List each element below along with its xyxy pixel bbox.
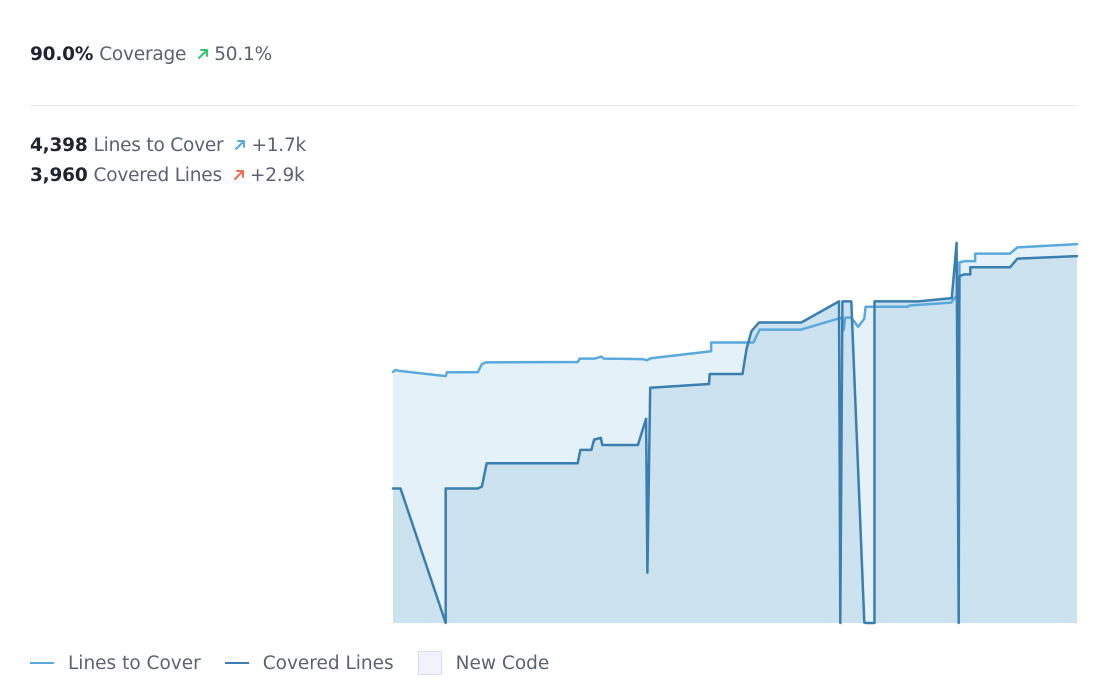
chart-legend: Lines to Cover Covered Lines New Code (30, 650, 573, 676)
covered-lines-metric[interactable]: 3,960 Covered Lines +2.9k (30, 164, 305, 188)
arrow-up-right-icon (233, 134, 249, 158)
covered-lines-area (393, 242, 1077, 623)
covered-lines-label: Covered Lines (93, 165, 223, 186)
legend-item-covered-lines[interactable]: Covered Lines (224, 652, 394, 674)
legend-swatch-covered-lines (224, 662, 249, 664)
arrow-up-right-icon (196, 43, 212, 67)
covered-lines-delta: +2.9k (249, 165, 305, 186)
legend-item-new-code[interactable]: New Code (417, 651, 550, 675)
lines-to-cover-value: 4,398 (30, 135, 88, 156)
legend-label-covered-lines: Covered Lines (262, 652, 394, 674)
coverage-metric[interactable]: 90.0% Coverage 50.1% (30, 43, 272, 67)
covered-lines-line (391, 241, 1079, 625)
lines-to-cover-label: Lines to Cover (93, 135, 224, 156)
covered-lines-value: 3,960 (30, 165, 88, 186)
lines-to-cover-metric[interactable]: 4,398 Lines to Cover +1.7k (30, 134, 306, 158)
lines-to-cover-delta: +1.7k (251, 135, 307, 156)
legend-item-lines-to-cover[interactable]: Lines to Cover (30, 653, 201, 674)
legend-swatch-new-code (417, 651, 442, 675)
coverage-value: 90.0% (30, 44, 94, 65)
lines-to-cover-line (391, 242, 1079, 378)
arrow-up-right-icon (232, 164, 248, 188)
divider (30, 105, 1078, 106)
coverage-delta: 50.1% (214, 44, 273, 65)
legend-label-lines-to-cover: Lines to Cover (68, 652, 201, 674)
coverage-label: Coverage (99, 44, 187, 65)
legend-label-new-code: New Code (455, 652, 550, 674)
legend-swatch-lines-to-cover (30, 662, 54, 664)
